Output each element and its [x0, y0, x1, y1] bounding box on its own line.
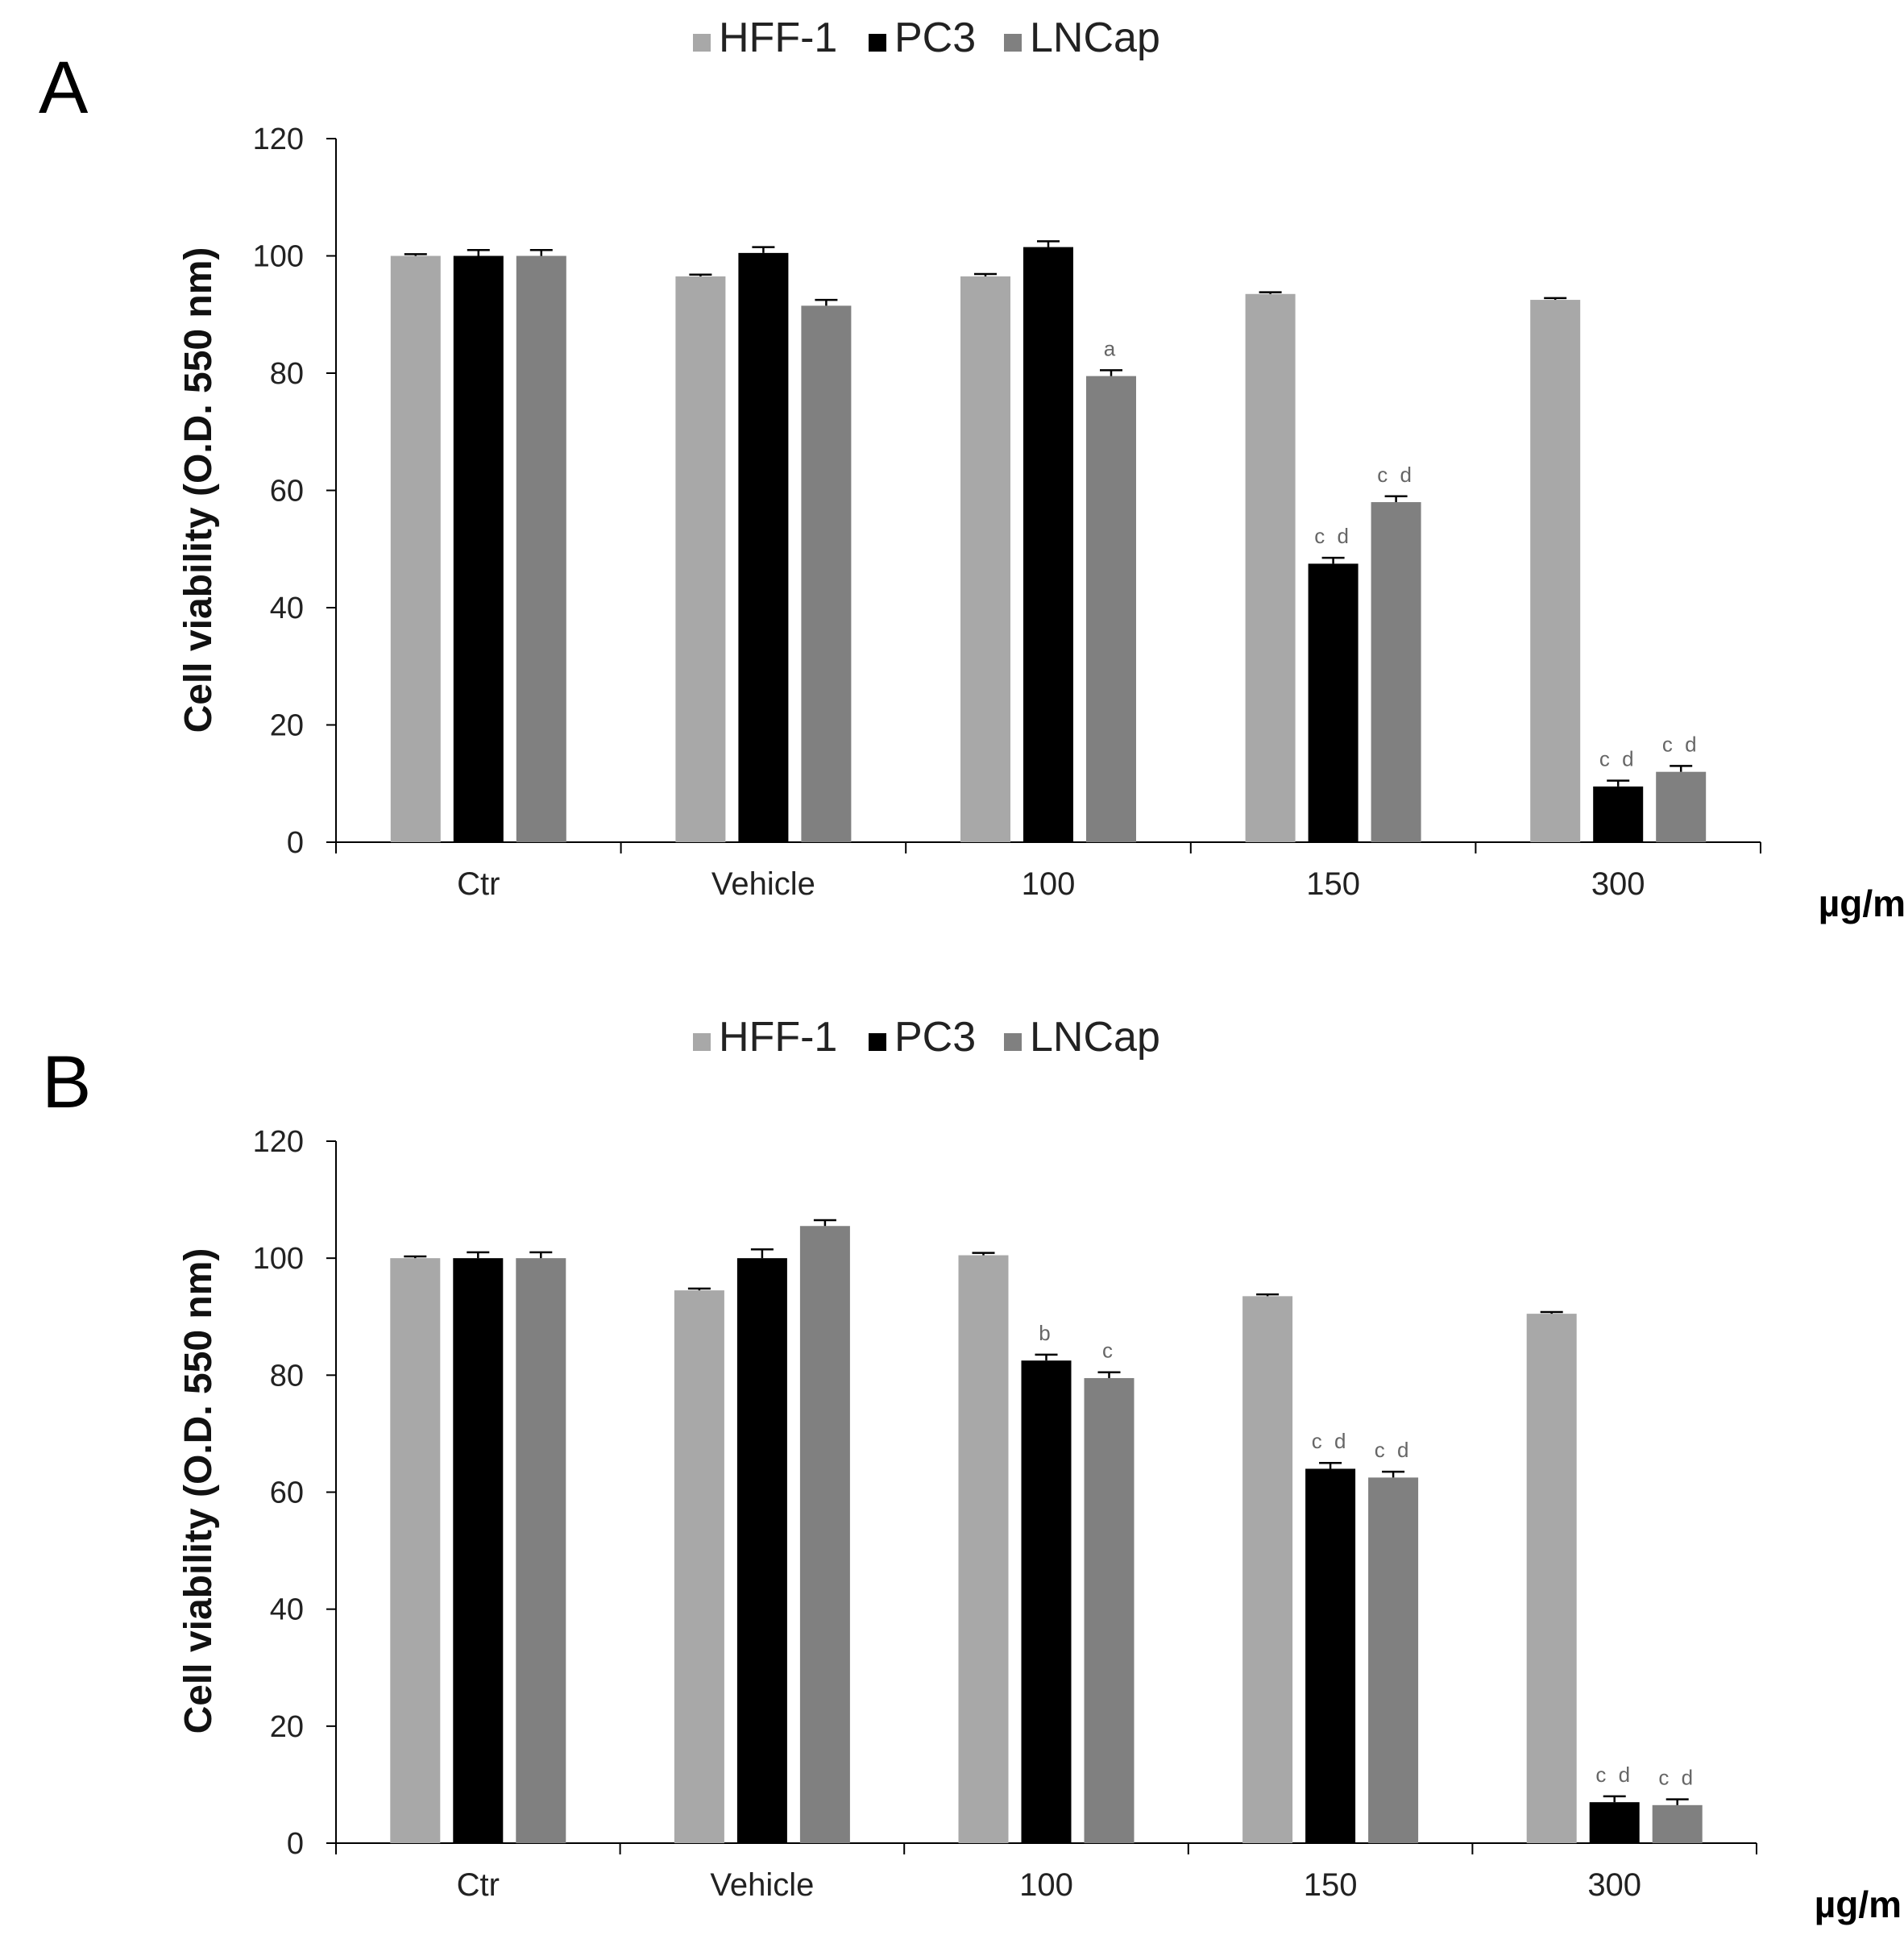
significance-label: c d: [1314, 524, 1352, 548]
y-tick-label: 0: [287, 826, 304, 860]
y-tick-label: 20: [270, 709, 304, 743]
panel-letter: B: [42, 1041, 91, 1123]
bar: [675, 276, 726, 842]
x-unit-label: µg/mL: [1815, 1883, 1904, 1925]
legend-swatch: [869, 34, 886, 52]
significance-label: b: [1039, 1321, 1053, 1345]
x-tick-label: 300: [1591, 866, 1645, 902]
x-tick-label: 150: [1304, 1867, 1358, 1903]
bar: [1305, 1468, 1356, 1843]
significance-label: c d: [1595, 1763, 1633, 1787]
y-tick-label: 120: [253, 1125, 304, 1159]
significance-label: c d: [1658, 1766, 1696, 1790]
y-tick-label: 80: [270, 357, 304, 391]
bar: [390, 255, 441, 842]
y-tick-label: 40: [270, 592, 304, 625]
significance-label: c: [1102, 1339, 1116, 1363]
bar: [453, 1258, 504, 1843]
legend-label: PC3: [894, 15, 976, 61]
legend-swatch: [869, 1033, 886, 1051]
bar: [1084, 1377, 1135, 1843]
bar: [1023, 247, 1073, 842]
y-axis-label: Cell viability (O.D. 550 nm): [177, 247, 220, 733]
legend-item: HFF-1: [693, 15, 837, 61]
legend-item: LNCap: [1004, 15, 1160, 61]
bar: [736, 1258, 787, 1843]
y-tick-label: 100: [253, 240, 304, 274]
bar: [1368, 1477, 1419, 1843]
x-tick-label: Ctr: [457, 1867, 500, 1903]
legend-item: HFF-1: [693, 1014, 837, 1061]
legend-label: HFF-1: [719, 1014, 837, 1061]
bar: [1593, 786, 1644, 842]
panel-a: A HFF-1 PC3 LNCap Cell viability (O.D. 550 n…: [39, 15, 1904, 924]
legend-swatch: [693, 34, 711, 52]
bar: [799, 1226, 850, 1843]
bar: [960, 276, 1010, 842]
bar: [1656, 771, 1707, 842]
bar: [738, 252, 789, 842]
y-tick-label: 0: [287, 1827, 304, 1861]
bar: [801, 305, 852, 842]
bar: [1530, 300, 1581, 842]
y-tick-label: 120: [253, 122, 304, 156]
legend-item: PC3: [869, 15, 976, 61]
x-unit-label: µg/mL: [1819, 882, 1904, 924]
y-tick-label: 40: [270, 1593, 304, 1627]
significance-label: c d: [1312, 1429, 1350, 1453]
y-tick-label: 60: [270, 475, 304, 509]
bar: [390, 1258, 441, 1843]
x-tick-label: 100: [1022, 866, 1076, 902]
y-tick-label: 20: [270, 1710, 304, 1744]
bar: [453, 255, 504, 842]
legend-swatch: [1004, 34, 1022, 52]
y-tick-label: 60: [270, 1476, 304, 1510]
panel-b: B HFF-1 PC3 LNCap Cell viability (O.D. 550 n…: [42, 1014, 1904, 1925]
bar: [1652, 1804, 1703, 1843]
bar: [1086, 376, 1136, 842]
legend-label: LNCap: [1030, 15, 1160, 61]
bar: [1526, 1314, 1577, 1843]
panel-letter: A: [39, 47, 89, 129]
x-tick-label: Vehicle: [711, 866, 815, 902]
bar: [516, 1258, 566, 1843]
legend-swatch: [1004, 1033, 1022, 1051]
bar: [674, 1290, 724, 1843]
legend-swatch: [693, 1033, 711, 1051]
significance-label: c d: [1662, 732, 1700, 756]
bar: [1371, 502, 1421, 842]
bar: [1021, 1360, 1072, 1843]
legend-item: PC3: [869, 1014, 976, 1061]
x-tick-label: 300: [1587, 1867, 1641, 1903]
legend-item: LNCap: [1004, 1014, 1160, 1061]
legend: HFF-1 PC3 LNCap: [693, 1014, 1160, 1061]
bar: [958, 1255, 1009, 1843]
legend: HFF-1 PC3 LNCap: [693, 15, 1160, 61]
x-tick-label: Ctr: [457, 866, 500, 902]
bar: [516, 255, 566, 842]
bar: [1308, 563, 1359, 842]
legend-label: LNCap: [1030, 1014, 1160, 1061]
x-tick-label: 150: [1306, 866, 1360, 902]
x-tick-label: 100: [1019, 1867, 1073, 1903]
bar: [1589, 1802, 1640, 1843]
significance-label: c d: [1599, 747, 1637, 771]
significance-label: a: [1104, 336, 1118, 360]
x-tick-label: Vehicle: [710, 1867, 814, 1903]
significance-label: c d: [1377, 463, 1415, 487]
significance-label: c d: [1375, 1438, 1412, 1462]
legend-label: PC3: [894, 1014, 976, 1061]
y-axis-label: Cell viability (O.D. 550 nm): [177, 1248, 220, 1734]
y-tick-label: 80: [270, 1359, 304, 1393]
bar: [1245, 293, 1296, 843]
y-tick-label: 100: [253, 1242, 304, 1276]
bar: [1242, 1296, 1293, 1843]
legend-label: HFF-1: [719, 15, 837, 61]
